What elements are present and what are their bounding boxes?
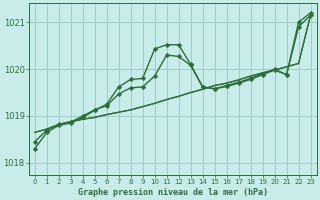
X-axis label: Graphe pression niveau de la mer (hPa): Graphe pression niveau de la mer (hPa) xyxy=(78,188,268,197)
